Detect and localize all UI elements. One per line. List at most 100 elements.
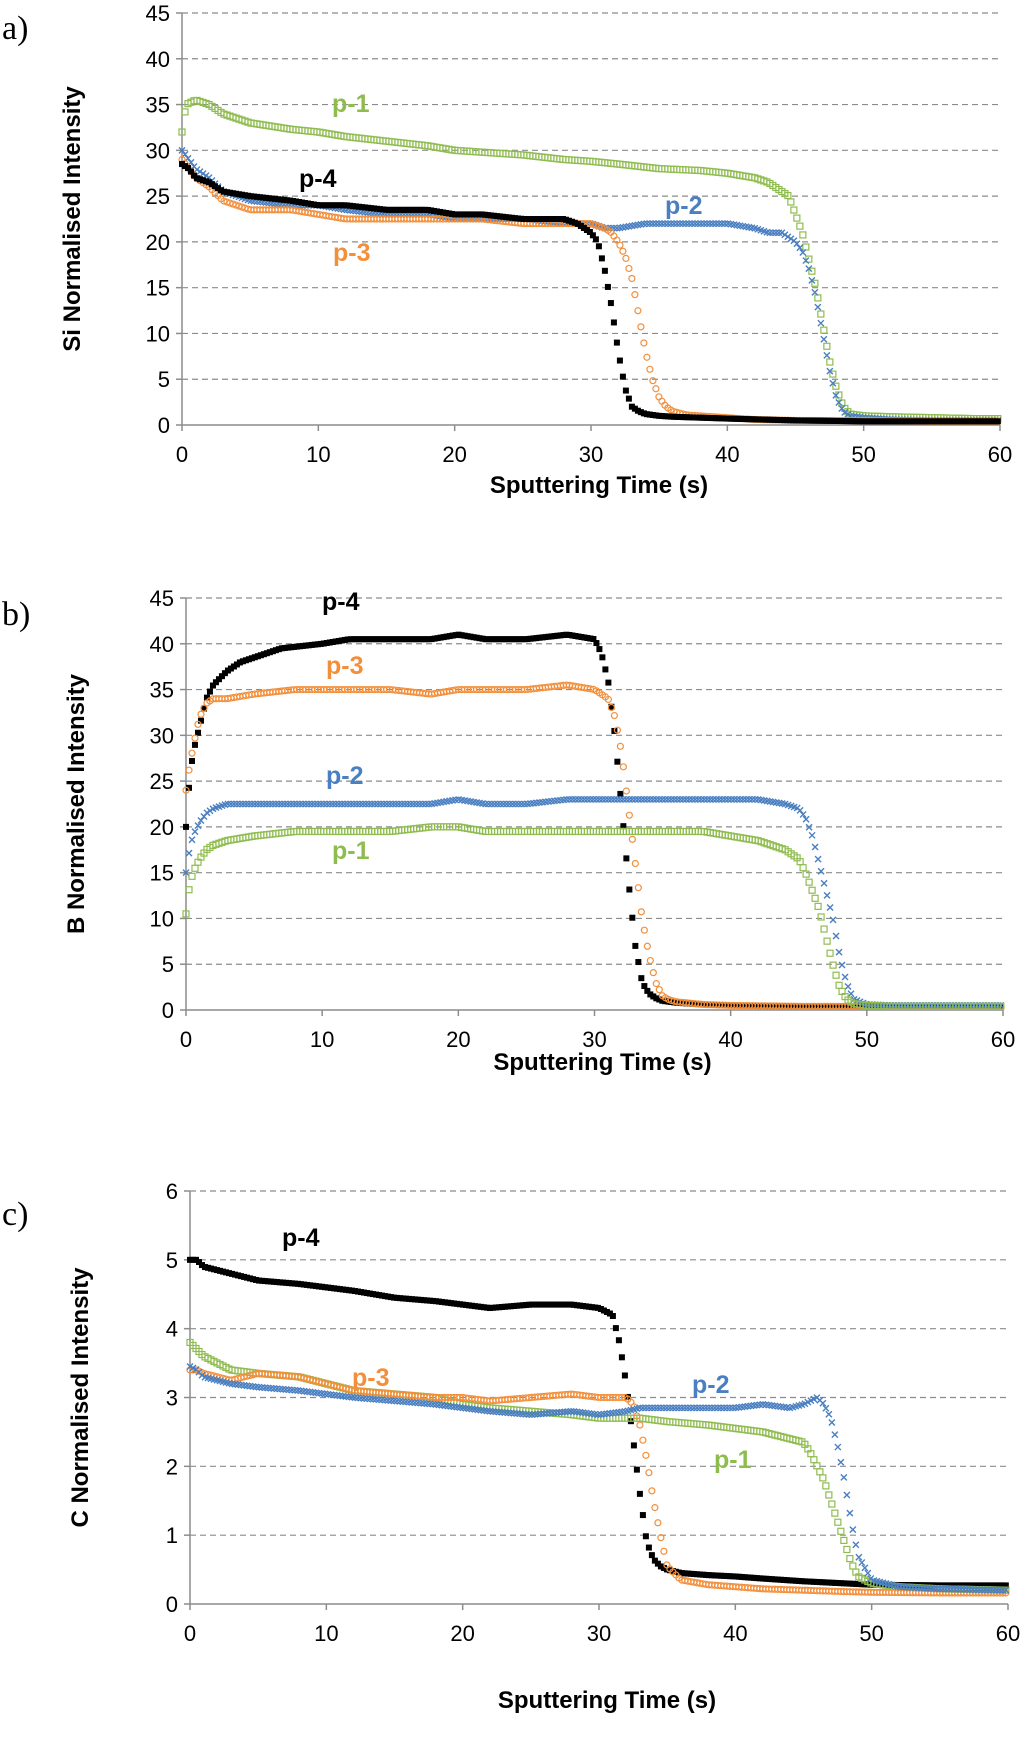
data-point bbox=[811, 279, 819, 287]
data-point bbox=[389, 800, 397, 808]
y-tick-label: 6 bbox=[166, 1179, 178, 1204]
y-tick-label: 10 bbox=[146, 321, 170, 346]
data-point bbox=[590, 636, 597, 643]
data-point bbox=[835, 398, 843, 406]
data-point bbox=[639, 1512, 646, 1519]
data-point bbox=[667, 220, 675, 228]
data-point bbox=[223, 198, 231, 206]
data-point bbox=[703, 220, 711, 228]
series-label-p-4: p-4 bbox=[282, 1224, 320, 1252]
data-point bbox=[586, 795, 594, 803]
data-point bbox=[666, 1404, 674, 1412]
data-point bbox=[726, 1404, 734, 1412]
data-point bbox=[646, 956, 654, 965]
data-point bbox=[825, 1491, 833, 1499]
data-point bbox=[805, 823, 813, 831]
data-point bbox=[772, 229, 780, 237]
data-point bbox=[185, 886, 193, 894]
data-point bbox=[323, 800, 331, 808]
data-point bbox=[308, 800, 316, 808]
data-point bbox=[775, 229, 783, 237]
data-point bbox=[503, 800, 511, 808]
data-point bbox=[832, 932, 840, 940]
data-point bbox=[620, 823, 627, 830]
x-tick-label: 0 bbox=[184, 1621, 196, 1646]
data-point bbox=[832, 971, 840, 979]
data-point bbox=[634, 795, 642, 803]
data-point bbox=[317, 800, 325, 808]
data-point bbox=[1002, 1582, 1009, 1589]
data-point bbox=[422, 800, 430, 808]
data-point bbox=[580, 795, 588, 803]
data-point bbox=[675, 1404, 683, 1412]
data-point bbox=[383, 800, 391, 808]
data-point bbox=[619, 795, 627, 803]
data-point bbox=[705, 1404, 713, 1412]
data-point bbox=[649, 795, 657, 803]
data-point bbox=[823, 891, 831, 899]
data-point bbox=[649, 969, 657, 977]
data-point bbox=[607, 795, 615, 803]
data-point bbox=[828, 1500, 836, 1508]
data-point bbox=[637, 908, 645, 916]
data-point bbox=[640, 339, 648, 347]
data-point bbox=[799, 864, 807, 872]
data-point bbox=[660, 1404, 668, 1412]
data-point bbox=[840, 1473, 848, 1481]
data-point bbox=[712, 795, 720, 803]
data-point bbox=[612, 1325, 619, 1332]
data-point bbox=[690, 1404, 698, 1412]
y-tick-label: 30 bbox=[150, 723, 174, 748]
data-point bbox=[194, 720, 202, 728]
data-point bbox=[685, 795, 693, 803]
data-point bbox=[837, 1527, 845, 1535]
data-point bbox=[236, 800, 244, 808]
data-point bbox=[858, 1559, 866, 1567]
data-point bbox=[823, 342, 831, 350]
data-point bbox=[814, 294, 822, 302]
data-point bbox=[293, 800, 301, 808]
data-point bbox=[302, 800, 310, 808]
data-point bbox=[697, 795, 705, 803]
data-point bbox=[601, 267, 608, 274]
series-label-p-2: p-2 bbox=[326, 762, 364, 790]
data-point bbox=[224, 800, 232, 808]
data-point bbox=[808, 276, 816, 284]
data-point bbox=[718, 795, 726, 803]
data-point bbox=[633, 1412, 641, 1420]
data-point bbox=[843, 1491, 851, 1499]
series-label-p-1: p-1 bbox=[332, 837, 370, 865]
data-point bbox=[709, 220, 717, 228]
data-point bbox=[706, 220, 714, 228]
data-point bbox=[191, 864, 199, 872]
y-tick-label: 20 bbox=[150, 815, 174, 840]
series-label-p-2: p-2 bbox=[665, 192, 703, 220]
data-point bbox=[700, 220, 708, 228]
data-point bbox=[649, 377, 657, 385]
data-point bbox=[736, 795, 744, 803]
series-p-2 bbox=[186, 1363, 1010, 1594]
series-p-1 bbox=[182, 823, 1005, 1010]
data-point bbox=[717, 1404, 725, 1412]
data-point bbox=[714, 1404, 722, 1412]
y-tick-label: 2 bbox=[166, 1454, 178, 1479]
data-point bbox=[823, 351, 831, 359]
data-point bbox=[497, 800, 505, 808]
data-point bbox=[371, 800, 379, 808]
data-point bbox=[637, 323, 645, 331]
data-point bbox=[185, 766, 193, 774]
data-point bbox=[820, 879, 828, 887]
data-point bbox=[706, 795, 714, 803]
data-point bbox=[589, 220, 597, 228]
data-point bbox=[681, 1404, 689, 1412]
data-point bbox=[832, 391, 840, 399]
data-point bbox=[835, 948, 843, 956]
y-tick-label: 45 bbox=[146, 1, 170, 26]
data-point bbox=[628, 795, 636, 803]
data-point bbox=[730, 795, 738, 803]
data-point bbox=[688, 220, 696, 228]
data-point bbox=[727, 795, 735, 803]
data-point bbox=[622, 787, 630, 795]
data-point bbox=[790, 206, 798, 214]
